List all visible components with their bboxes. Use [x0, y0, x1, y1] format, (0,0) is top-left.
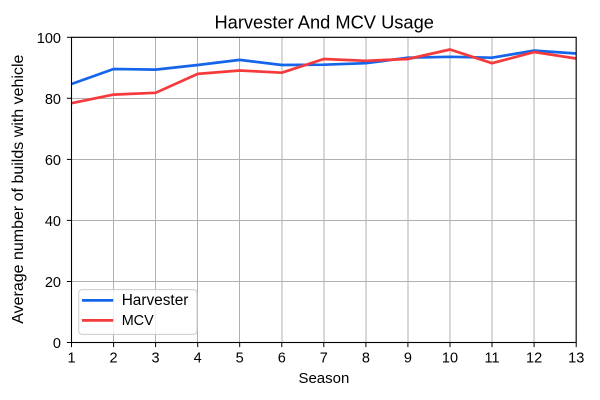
svg-text:80: 80 [45, 92, 61, 108]
svg-text:5: 5 [236, 351, 244, 367]
svg-text:11: 11 [484, 351, 499, 367]
svg-text:6: 6 [278, 351, 286, 367]
svg-text:Harvester And MCV Usage: Harvester And MCV Usage [214, 12, 433, 33]
svg-text:13: 13 [568, 351, 584, 367]
svg-text:12: 12 [526, 351, 542, 367]
svg-text:Harvester: Harvester [122, 292, 189, 309]
svg-text:Average number of builds with: Average number of builds with vehicle [10, 55, 27, 324]
svg-text:10: 10 [442, 351, 458, 367]
svg-text:0: 0 [53, 336, 61, 352]
svg-text:MCV: MCV [122, 313, 154, 329]
svg-text:3: 3 [152, 351, 160, 367]
svg-text:4: 4 [194, 351, 202, 367]
svg-text:Season: Season [298, 370, 349, 387]
svg-text:20: 20 [45, 275, 61, 291]
svg-text:40: 40 [45, 214, 61, 230]
svg-text:9: 9 [404, 351, 412, 367]
svg-text:8: 8 [362, 351, 370, 367]
svg-text:1: 1 [67, 351, 75, 367]
svg-text:2: 2 [110, 351, 118, 367]
svg-text:100: 100 [37, 31, 61, 47]
svg-text:60: 60 [45, 153, 61, 169]
svg-text:7: 7 [320, 351, 328, 367]
